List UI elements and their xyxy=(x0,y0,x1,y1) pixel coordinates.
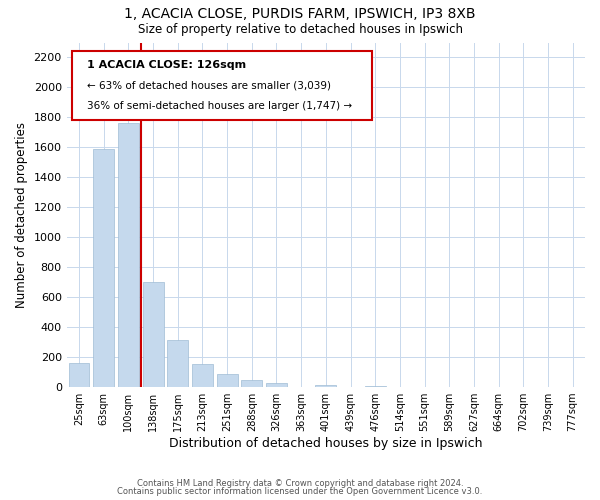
Bar xyxy=(68,363,89,387)
Bar xyxy=(192,364,213,387)
Bar xyxy=(266,384,287,387)
Bar xyxy=(365,386,386,387)
Bar xyxy=(118,124,139,387)
Text: Size of property relative to detached houses in Ipswich: Size of property relative to detached ho… xyxy=(137,22,463,36)
Text: 1, ACACIA CLOSE, PURDIS FARM, IPSWICH, IP3 8XB: 1, ACACIA CLOSE, PURDIS FARM, IPSWICH, I… xyxy=(124,8,476,22)
X-axis label: Distribution of detached houses by size in Ipswich: Distribution of detached houses by size … xyxy=(169,437,482,450)
Bar xyxy=(143,282,164,387)
Text: Contains HM Land Registry data © Crown copyright and database right 2024.: Contains HM Land Registry data © Crown c… xyxy=(137,478,463,488)
Y-axis label: Number of detached properties: Number of detached properties xyxy=(15,122,28,308)
FancyBboxPatch shape xyxy=(72,51,373,120)
Bar xyxy=(241,380,262,387)
Bar xyxy=(93,149,114,387)
Text: ← 63% of detached houses are smaller (3,039): ← 63% of detached houses are smaller (3,… xyxy=(88,80,331,90)
Text: 36% of semi-detached houses are larger (1,747) →: 36% of semi-detached houses are larger (… xyxy=(88,101,353,111)
Bar xyxy=(316,385,337,387)
Text: 1 ACACIA CLOSE: 126sqm: 1 ACACIA CLOSE: 126sqm xyxy=(88,60,247,70)
Bar xyxy=(167,340,188,387)
Text: Contains public sector information licensed under the Open Government Licence v3: Contains public sector information licen… xyxy=(118,487,482,496)
Bar xyxy=(217,374,238,387)
